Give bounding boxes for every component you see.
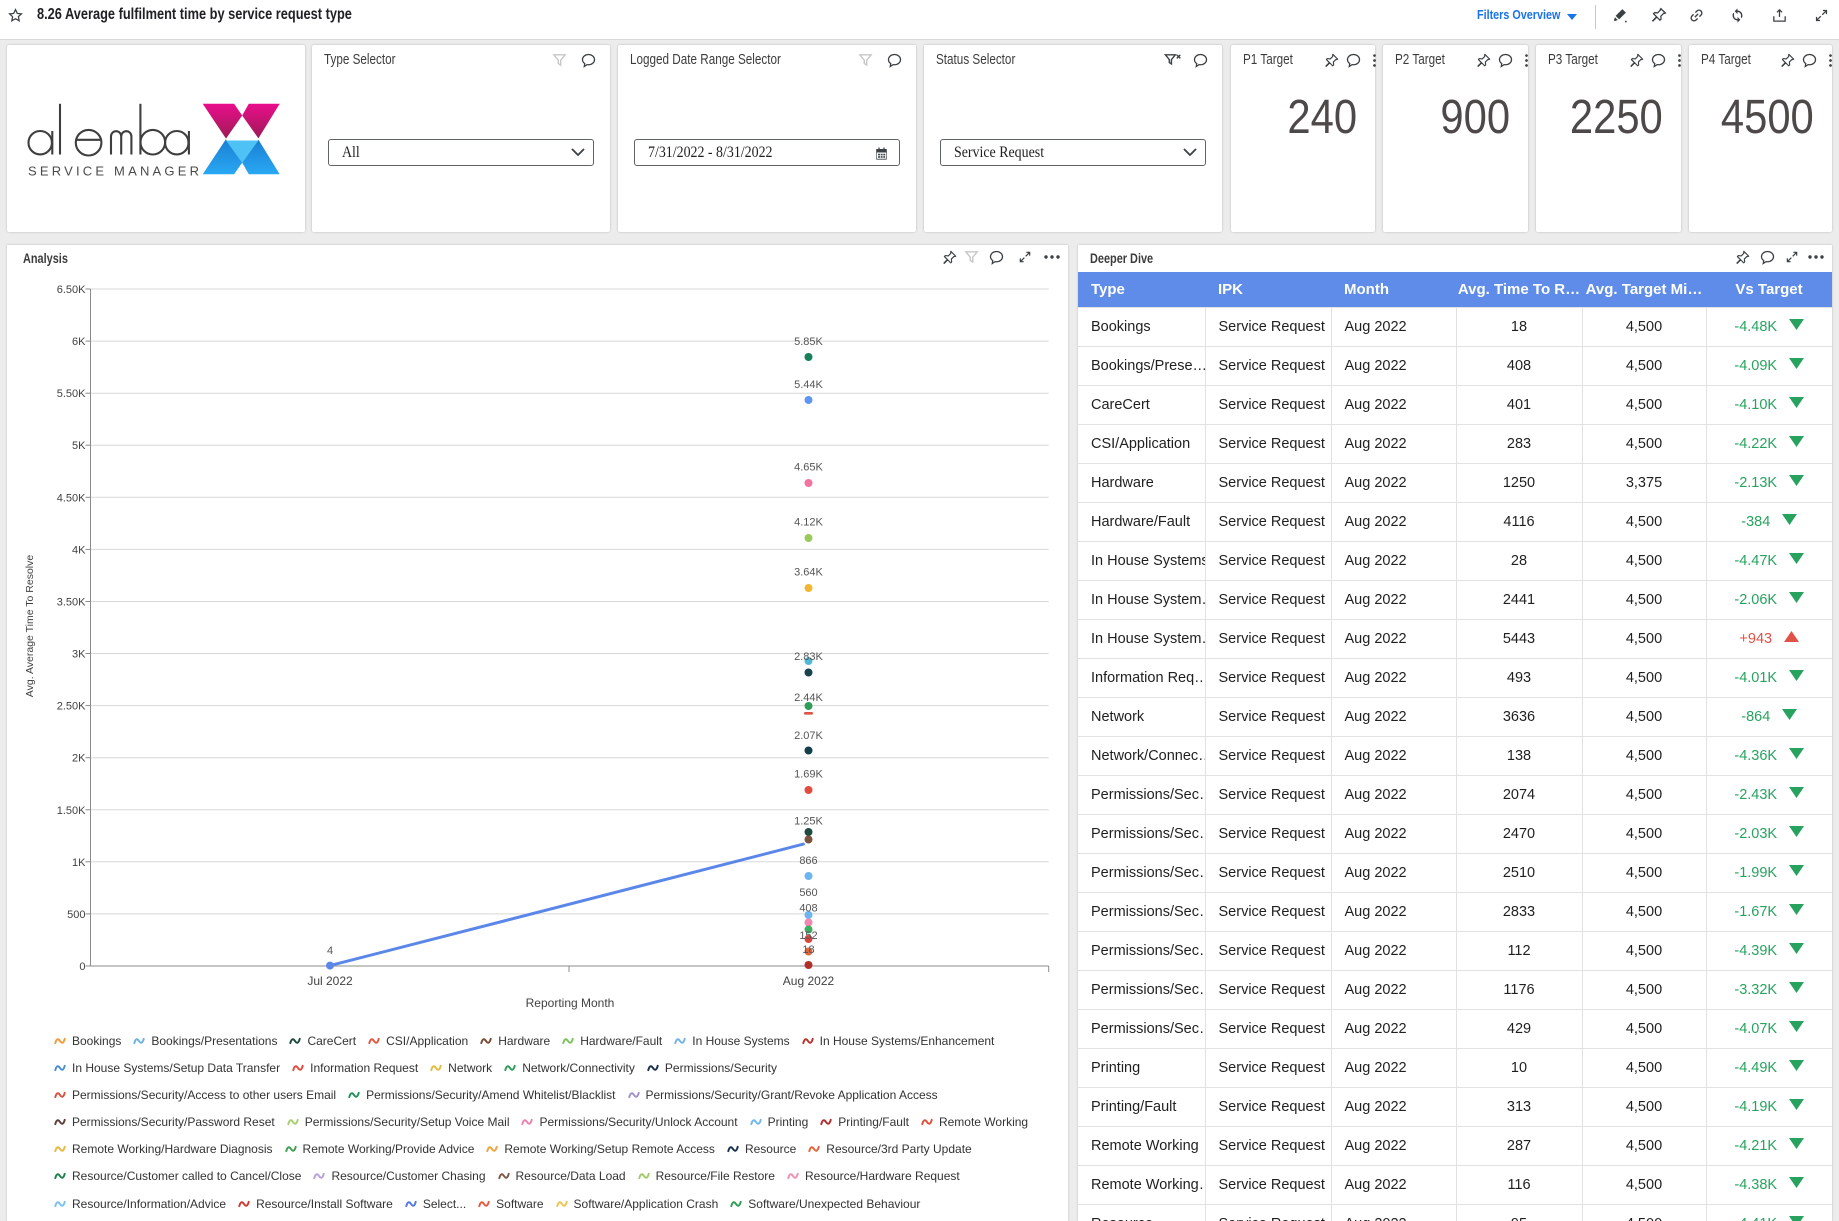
svg-text:18: 18 (802, 944, 814, 956)
svg-text:5.44K: 5.44K (794, 379, 823, 391)
svg-text:Avg. Average Time To Resolve: Avg. Average Time To Resolve (24, 555, 36, 698)
svg-text:2.83K: 2.83K (794, 651, 823, 663)
svg-text:4: 4 (327, 945, 333, 957)
svg-text:4.65K: 4.65K (794, 462, 823, 474)
svg-text:3K: 3K (72, 649, 86, 661)
svg-text:Jul 2022: Jul 2022 (307, 974, 353, 988)
svg-text:4.50K: 4.50K (57, 492, 86, 504)
svg-text:2.44K: 2.44K (794, 692, 823, 704)
svg-text:3.64K: 3.64K (794, 567, 823, 579)
svg-text:0: 0 (79, 961, 85, 973)
svg-text:4.12K: 4.12K (794, 517, 823, 529)
svg-text:2.50K: 2.50K (57, 701, 86, 713)
svg-text:500: 500 (67, 909, 85, 921)
svg-text:2K: 2K (72, 753, 86, 765)
svg-text:1.25K: 1.25K (794, 816, 823, 828)
svg-text:5.85K: 5.85K (794, 336, 823, 348)
svg-text:2.07K: 2.07K (794, 730, 823, 742)
svg-text:4K: 4K (72, 544, 86, 556)
svg-text:5K: 5K (72, 440, 86, 452)
svg-text:6K: 6K (72, 336, 86, 348)
svg-text:Aug 2022: Aug 2022 (783, 974, 835, 988)
svg-text:SERVICE MANAGER: SERVICE MANAGER (28, 164, 202, 179)
svg-text:1K: 1K (72, 857, 86, 869)
svg-text:6.50K: 6.50K (57, 284, 86, 296)
svg-text:152: 152 (799, 930, 817, 942)
svg-text:1.50K: 1.50K (57, 805, 86, 817)
svg-text:5.50K: 5.50K (57, 388, 86, 400)
svg-text:408: 408 (799, 903, 817, 915)
svg-text:3.50K: 3.50K (57, 597, 86, 609)
svg-text:Reporting Month: Reporting Month (526, 996, 615, 1010)
svg-text:560: 560 (799, 887, 817, 899)
svg-text:1.69K: 1.69K (794, 769, 823, 781)
svg-text:866: 866 (799, 855, 817, 867)
